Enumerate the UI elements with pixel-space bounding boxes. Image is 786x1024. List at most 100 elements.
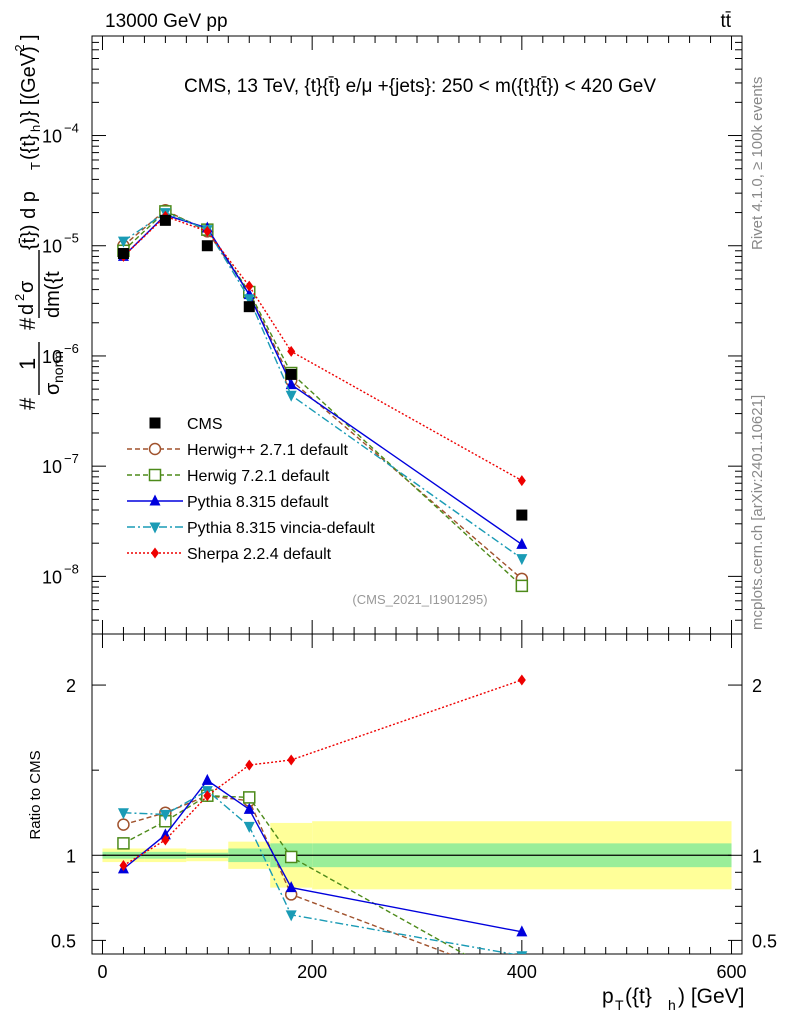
y-tick-label: 10 [42,127,62,147]
analysis-watermark: (CMS_2021_I1901295) [352,592,487,607]
y-tick-label-exp: −5 [64,231,79,246]
y-label-frac2-num-tail: σ [16,280,38,293]
y-label-tail4: ] [18,34,40,40]
ratio-series-line [123,789,517,954]
x-tick-label: 0 [97,962,107,982]
y-label-hash2: # [15,317,40,330]
chart-title: CMS, 13 TeV, {t}{t̄} e/μ +{jets}: 250 < … [184,76,656,97]
x-label-sub: T [615,997,624,1013]
ratio-frame [91,633,743,955]
ratio-y-tick-label: 0.5 [51,931,76,951]
y-tick-label-exp: −6 [64,341,79,356]
legend-label: Pythia 8.315 vincia-default [187,520,375,537]
y-label-tail3-sup: -2 [12,44,27,56]
ratio-series-marker [203,790,212,802]
ratio-y-tick-label-right: 1 [752,846,762,866]
main-y-axis-label: # 1 σ norm # d 2 σ dm({t {t̄}) d p T ({t… [12,34,66,410]
y-label-tail2-sub: h [28,125,43,132]
legend-marker [148,442,162,456]
ratio-series-marker [517,674,526,686]
ratio-y-tick-label: 1 [66,846,76,866]
ratio-series-marker [516,981,527,992]
legend-marker [149,494,161,506]
ratio-series-marker [285,881,297,893]
legend: CMS Herwig++ 2.7.1 default Herwig 7.2.1 de… [127,416,375,563]
legend-label: Pythia 8.315 default [187,494,329,511]
series-marker [243,294,255,306]
y-label-tail2: ({t} [18,134,40,160]
y-label-hash1: # [15,397,40,410]
series-marker [245,280,254,292]
y-label-frac1-den: σ [42,382,64,395]
ratio-y-tick-label: 2 [66,676,76,696]
ratio-series-marker [516,925,528,937]
main-frame [91,35,743,635]
ratio-series-marker [287,754,296,766]
series-marker [285,378,297,390]
x-tick-label: 400 [507,962,537,982]
ratio-series-marker [245,759,254,771]
legend-label: Herwig++ 2.7.1 default [187,442,349,459]
legend-marker [148,468,162,482]
series-marker [287,345,296,357]
y-tick-label-exp: −4 [64,121,79,136]
series-marker [516,554,528,566]
legend-marker [149,522,161,534]
ratio-series-marker [117,808,129,820]
y-tick-label-exp: −7 [64,451,79,466]
legend-label: Herwig 7.2.1 default [187,468,330,485]
x-label-tail: ) [GeV] [678,985,745,1008]
x-tick-label: 600 [716,962,746,982]
y-label-tail3: )} [(GeV) [18,46,40,124]
ratio-series-marker [243,791,256,804]
series-line [122,214,523,545]
series-marker [516,537,528,549]
y-label-frac1-num: 1 [15,358,40,370]
ratio-series-marker [119,859,128,871]
x-label-mid: ({t} [625,985,652,1008]
header-energy: 13000 GeV pp [105,11,228,32]
x-label-sub2: h [668,997,676,1013]
data-point [243,301,255,313]
ratio-y-label: Ratio to CMS [27,750,44,839]
x-label-base: p [602,985,614,1008]
legend-marker [151,547,159,559]
series-marker [515,579,529,593]
ratio-series-marker [159,809,171,821]
ratio-series-marker [117,837,130,850]
header-process: tt̄ [720,11,731,32]
y-tick-label-exp: −8 [64,561,79,576]
ratio-series-marker [285,910,297,922]
y-label-frac2-num-sup: 2 [12,294,27,301]
ratio-series-marker [243,821,255,833]
x-tick-label: 200 [297,962,327,982]
series-marker [203,225,212,237]
ratio-series-marker [161,834,170,846]
legend-label: CMS [187,416,223,433]
ratio-series-marker [284,850,298,864]
series-marker [517,475,526,487]
ratio-series-marker [201,773,213,785]
ratio-series-marker [117,818,130,831]
y-label-tail-sub: T [28,162,43,170]
y-label-tail: {t̄}) d p [18,191,40,250]
series-marker [117,236,129,248]
series-line [122,215,523,482]
data-point [117,248,129,260]
x-axis-label: p T ({t} h ) [GeV] [602,985,745,1013]
y-label-frac2-den: dm({t [42,271,64,318]
ratio-panel: 0 200 400 600 0.5 0.5 1 1 2 2 Ratio to CMS [27,633,777,992]
data-point [201,240,213,252]
data-point [159,214,171,226]
ratio-series-line [123,779,522,933]
ratio-series-line [123,679,523,867]
series-marker [285,390,297,402]
main-panel: CMS, 13 TeV, {t}{t̄} e/μ +{jets}: 250 < … [42,35,743,635]
y-tick-label: 10 [42,457,62,477]
data-point [285,368,297,380]
legend-marker [149,417,161,429]
mcplots-label: mcplots.cern.ch [arXiv:2401.10621] [749,395,766,630]
ratio-series-marker [516,951,528,954]
ratio-y-tick-label-right: 0.5 [752,931,777,951]
